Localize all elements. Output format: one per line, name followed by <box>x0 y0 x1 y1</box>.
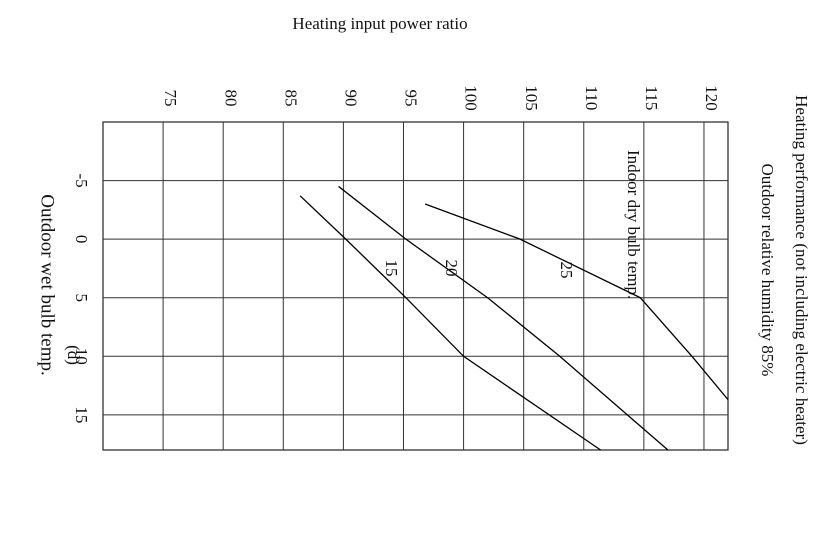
chart-subtitle: Outdoor relative humidity 85% <box>758 164 777 377</box>
y-tick-label: 100 <box>462 85 481 111</box>
series-line <box>338 185 669 451</box>
y-tick-label: 115 <box>642 86 661 111</box>
x-axis-label: Outdoor wet bulb temp. <box>37 194 58 376</box>
y-tick-label: 90 <box>341 90 360 107</box>
y-axis-label: Heating input power ratio <box>292 14 467 33</box>
y-tick-label: 80 <box>221 90 240 107</box>
x-tick-label: 15 <box>72 406 91 423</box>
x-tick-label: -5 <box>72 173 91 187</box>
caption: (d) <box>64 345 83 365</box>
legend-title: Indoor dry bulb temp. <box>624 150 643 299</box>
series-label: 20 <box>442 260 461 277</box>
x-tick-label: 0 <box>72 235 91 244</box>
series-label: 15 <box>382 260 401 277</box>
y-tick-label: 85 <box>281 90 300 107</box>
series-label: 25 <box>557 262 576 279</box>
y-tick-label: 120 <box>702 85 721 111</box>
y-tick-label: 110 <box>582 86 601 111</box>
x-tick-label: 5 <box>72 293 91 302</box>
series-line <box>299 195 601 451</box>
y-tick-label: 95 <box>402 90 421 107</box>
y-tick-label: 105 <box>522 85 541 111</box>
x-tick-label: 10 <box>72 348 91 365</box>
y-tick-label: 75 <box>161 90 180 107</box>
plot-frame <box>102 121 729 451</box>
chart-title: Heating performance (not including elect… <box>792 95 811 445</box>
series-line <box>424 203 729 401</box>
